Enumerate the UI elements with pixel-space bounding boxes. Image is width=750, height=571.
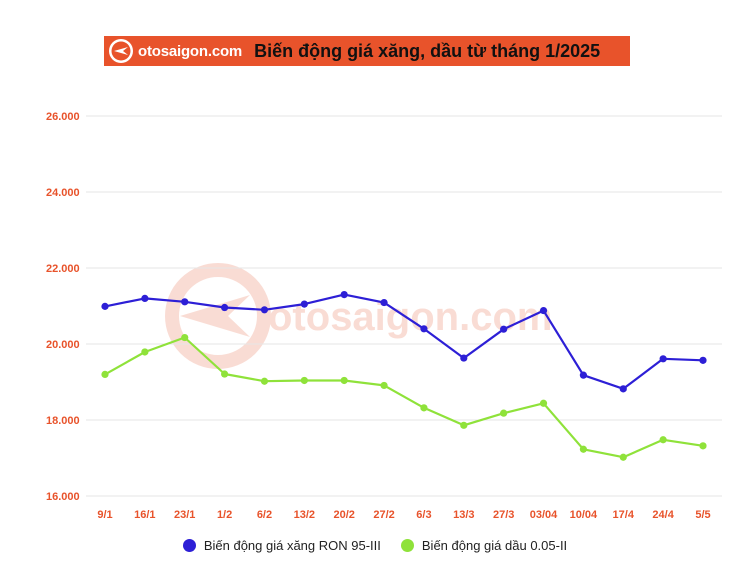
y-tick-label: 18.000 [46, 415, 80, 427]
data-point-ron95 [579, 371, 588, 379]
legend-item-ron95: Biến động giá xăng RON 95-III [182, 537, 381, 553]
data-point-ron95 [340, 291, 348, 299]
data-point-ron95 [300, 300, 308, 308]
x-tick-label: 6/3 [416, 509, 431, 521]
data-point-ron95 [420, 325, 428, 333]
x-tick-label: 9/1 [97, 509, 112, 521]
y-tick-label: 22.000 [46, 263, 80, 275]
data-point-ron95 [260, 306, 269, 314]
x-tick-label: 10/04 [570, 509, 598, 521]
x-tick-label: 16/1 [134, 509, 155, 521]
x-tick-label: 13/3 [453, 509, 474, 521]
x-tick-label: 27/3 [493, 509, 514, 521]
data-point-ron95 [619, 385, 627, 393]
data-point-diesel [420, 404, 428, 412]
x-tick-label: 03/04 [530, 509, 558, 521]
data-point-diesel [699, 442, 707, 450]
legend-item-diesel: Biến động giá dầu 0.05-II [400, 537, 568, 553]
y-tick-label: 24.000 [46, 187, 80, 199]
series-line-ron95 [104, 293, 704, 390]
legend-marker-ron95 [182, 538, 196, 552]
data-point-diesel [460, 421, 468, 429]
data-point-diesel [380, 381, 388, 390]
chart-legend: Biến động giá xăng RON 95-III Biến động … [0, 534, 750, 556]
data-point-ron95 [539, 306, 548, 315]
data-point-ron95 [101, 302, 109, 310]
x-tick-label: 17/4 [613, 509, 635, 521]
data-point-diesel [221, 370, 229, 378]
data-point-ron95 [460, 354, 468, 362]
data-point-diesel [579, 445, 588, 453]
data-point-diesel [619, 453, 627, 461]
data-point-ron95 [380, 298, 388, 307]
data-point-ron95 [181, 298, 189, 306]
data-point-diesel [659, 436, 667, 444]
legend-marker-diesel [400, 538, 414, 552]
brand-logo-icon [109, 39, 133, 63]
x-tick-label: 27/2 [373, 509, 394, 521]
watermark-logo-icon [165, 263, 271, 369]
data-point-diesel [260, 377, 269, 385]
x-tick-label: 1/2 [217, 509, 232, 521]
x-tick-label: 6/2 [257, 509, 272, 521]
data-point-diesel [340, 376, 348, 385]
legend-label-ron95: Biến động giá xăng RON 95-III [203, 537, 381, 553]
data-point-diesel [500, 409, 508, 417]
line-chart: otosaigon.com 16.000 18.000 20.000 22.000 24… [46, 111, 722, 521]
data-point-diesel [141, 348, 149, 356]
y-tick-label: 20.000 [46, 339, 80, 351]
brand-logo: otosaigon.com [104, 36, 242, 66]
y-tick-label: 16.000 [46, 491, 80, 503]
data-point-diesel [101, 370, 109, 378]
legend-label-diesel: Biến động giá dầu 0.05-II [421, 537, 568, 553]
x-tick-label: 23/1 [174, 509, 195, 521]
data-point-diesel [300, 376, 308, 385]
data-point-ron95 [699, 356, 707, 364]
chart-title-bar: otosaigon.com Biến động giá xăng, dầu từ… [104, 36, 630, 66]
series-line-diesel [104, 336, 704, 459]
data-point-ron95 [221, 303, 229, 312]
data-point-ron95 [141, 294, 149, 302]
x-tick-label: 13/2 [294, 509, 315, 521]
data-point-diesel [539, 399, 548, 407]
x-tick-label: 20/2 [333, 509, 354, 521]
x-tick-label: 24/4 [652, 509, 674, 521]
x-tick-label: 5/5 [695, 509, 710, 521]
data-point-ron95 [659, 355, 667, 363]
chart-title: Biến động giá xăng, dầu từ tháng 1/2025 [254, 40, 601, 61]
brand-name: otosaigon.com [138, 42, 243, 60]
data-point-diesel [181, 333, 189, 342]
watermark: otosaigon.com [165, 263, 552, 369]
data-point-ron95 [500, 325, 508, 333]
y-tick-label: 26.000 [46, 111, 80, 123]
